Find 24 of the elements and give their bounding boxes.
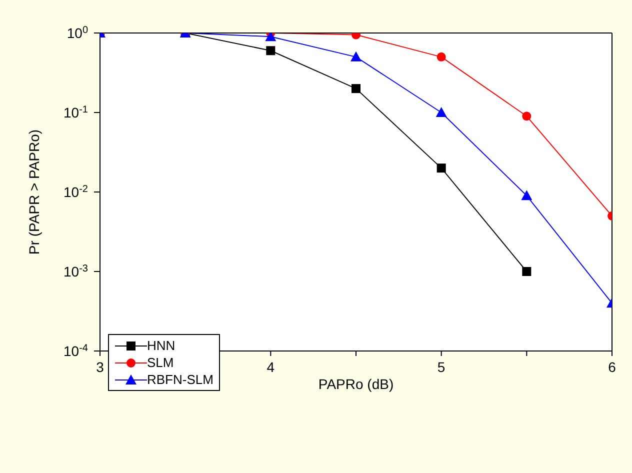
x-tick-label: 5: [437, 359, 446, 375]
point: [265, 33, 276, 42]
legend-label: RBFN-SLM: [147, 371, 214, 388]
point: [266, 46, 276, 56]
x-tick-label: 3: [96, 359, 104, 375]
y-tick-label: 10$^{0}$: [66, 24, 88, 41]
point: [352, 84, 360, 94]
point: [436, 52, 446, 62]
y-tick-label: 10$^{-4}$: [64, 342, 88, 359]
x-axis-title: PAPRo (dB): [318, 376, 394, 392]
point: [522, 267, 532, 276]
point: [521, 190, 532, 200]
y-tick-label: 10$^{-2}$: [64, 184, 88, 200]
y-tick-label: 10$^{-1}$: [64, 104, 88, 120]
y-tick-label: 10$^{-3}$: [64, 263, 88, 280]
legend-label: HNN: [147, 337, 176, 354]
point: [436, 164, 446, 173]
y-axis-title: Pr (PAPR > PAPRo): [26, 129, 42, 255]
point: [350, 51, 362, 62]
x-tick-label: 4: [266, 359, 275, 375]
point: [522, 112, 532, 121]
point: [436, 107, 447, 117]
legend-label: SLM: [147, 354, 174, 371]
x-tick-label: 6: [608, 359, 616, 375]
